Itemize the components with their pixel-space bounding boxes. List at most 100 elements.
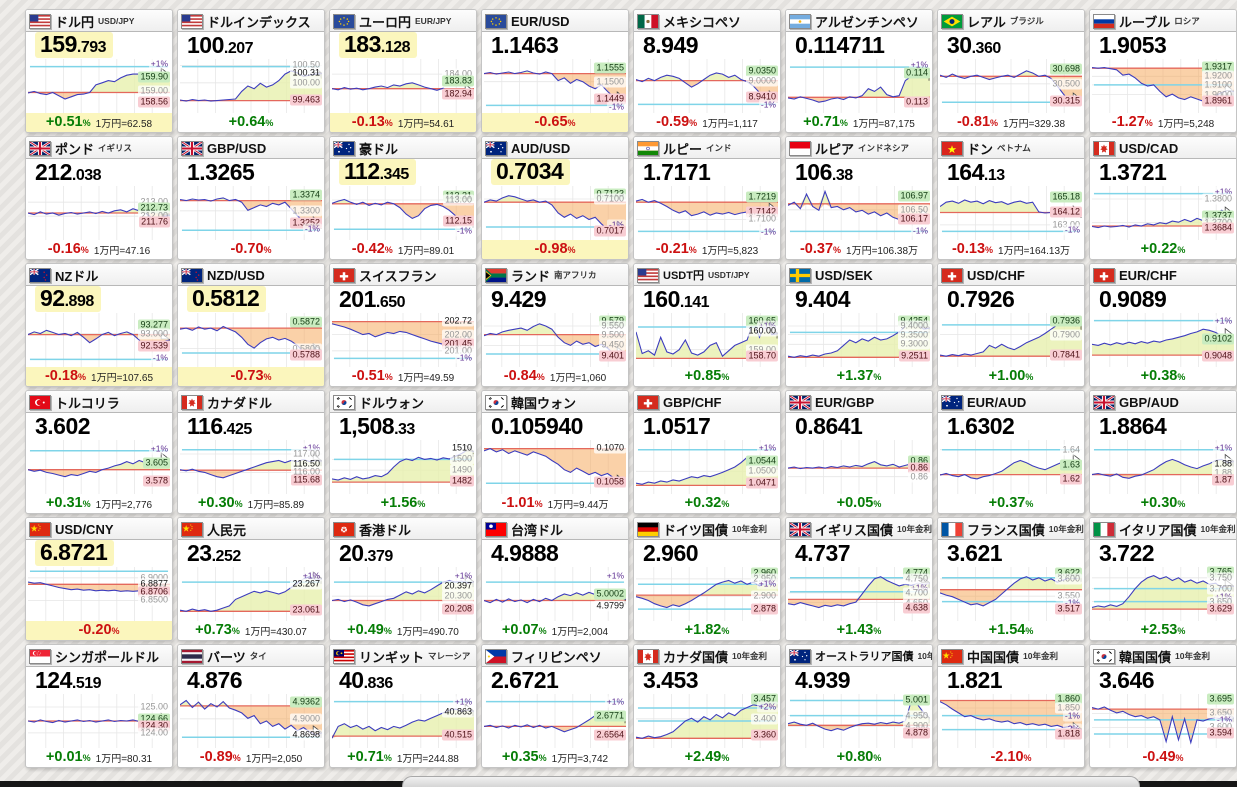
change-percent: -0.16% — [47, 241, 89, 258]
fx-card[interactable]: ルピー インド 1.7171 1.7219 1.7142 1.7100 -1% -0.21% 1… — [633, 136, 781, 260]
card-header: イギリス国債 10年金利 — [786, 518, 932, 540]
fx-card[interactable]: トルコリラ 3.602 +1% 3.605 3.578 +0.31% 1万円=2,776 — [25, 390, 173, 514]
fx-card[interactable]: ルピア インドネシア 106.38 106.97 106.50 106.17 -1% -0.3… — [785, 136, 933, 260]
flag-cn-icon — [29, 521, 51, 537]
fx-card[interactable]: USD/CHF 0.7926 0.7936 0.7900 0.7841 +1.00% — [937, 263, 1085, 387]
chart-level-label: 124.00 — [138, 727, 170, 739]
fx-card[interactable]: ドルウォン 1,508.33 1510 1500 1490 1482 +1.56% — [329, 390, 477, 514]
fx-card[interactable]: NZD/USD 0.5812 0.5872 0.5800 0.5788 -0.73% — [177, 263, 325, 387]
current-price: 201.650 — [339, 285, 406, 312]
pair-title: カナダ国債 — [663, 649, 729, 665]
chart-level-label: 1500 — [449, 453, 474, 465]
card-footer: -0.73% — [178, 367, 324, 386]
yen-conversion-note: 1万円=1,117 — [702, 119, 758, 130]
card-header: リンギット マレーシア — [330, 645, 476, 667]
change-percent: +0.30% — [1140, 495, 1186, 512]
chart-level-label: -1% — [758, 99, 778, 111]
fx-card[interactable]: USD/CAD1.3721+1%1.38001.37371.37001.3684… — [1089, 136, 1237, 260]
fx-card[interactable]: 人民元 23.252 +1% 23.267 23.061 +0.73% 1万円=430.07 — [177, 517, 325, 641]
card-footer: -0.20% — [26, 621, 172, 640]
fx-card[interactable]: ユーロ円 EUR/JPY 183.128 184.00 183.83 182.94 -0.1… — [329, 9, 477, 133]
card-footer: -0.16% 1万円=47.16 — [26, 240, 172, 259]
fx-card[interactable]: イタリア国債10年金利3.7223.7653.7503.700+1%3.6503… — [1089, 517, 1237, 641]
chart-level-label: 201.45 — [442, 338, 474, 350]
fx-card[interactable]: 韓国ウォン 0.105940 0.1070 0.1058 -1.01% 1万円=9.44万 — [481, 390, 629, 514]
fx-card[interactable]: ランド南アフリカ9.4299.5799.5509.5009.4509.401-0… — [481, 263, 629, 387]
yen-conversion-note: 1万円=430.07 — [244, 627, 307, 638]
fx-card[interactable]: ドイツ国債10年金利2.9602.9602.950+1%2.9002.878+1… — [633, 517, 781, 641]
fx-card[interactable]: オーストラリア国債10年金利4.9395.0014.9504.9004.878+… — [785, 644, 933, 768]
fx-card[interactable]: ドルインデックス 100.207 100.50 100.31 100.00 99.463 +… — [177, 9, 325, 133]
fx-card[interactable]: USDT円USDT/JPY160.141160.65+1%160.00159.0… — [633, 263, 781, 387]
fx-card[interactable]: ポンドイギリス212.038213.00212.73212.00211.76-0… — [25, 136, 173, 260]
flag-ar-icon — [789, 13, 811, 29]
fx-card[interactable]: GBP/USD 1.3265 1.3374 1.3300 1.3252 -1% -0.70% — [177, 136, 325, 260]
fx-card[interactable]: NZドル 92.898 93.277 93.000 92.539 -1% -0.18% 1万円… — [25, 263, 173, 387]
fx-card[interactable]: EUR/CHF 0.9089 +1% 0.9102 0.9048 +0.38% — [1089, 263, 1237, 387]
fx-card[interactable]: メキシコペソ 8.949 9.0350 9.0000 8.9410 -1% -0.59% 1万… — [633, 9, 781, 133]
price-row: 212.038 — [26, 159, 172, 185]
change-percent: +2.53% — [1140, 622, 1186, 639]
fx-card[interactable]: GBP/CHF 1.0517 +1% 1.0544 1.0500 1.0471 +0.32% — [633, 390, 781, 514]
chart-level-label: 106.97 — [898, 190, 930, 202]
fx-card[interactable]: EUR/GBP 0.8641 0.86 0.86 0.86 +0.05% — [785, 390, 933, 514]
fx-card[interactable]: ルーブル ロシア 1.9053 1.9317 1.9200 1.9100 1.9000 1.8… — [1089, 9, 1237, 133]
fx-card[interactable]: フランス国債10年金利3.6213.6223.6003.550-1%3.517+… — [937, 517, 1085, 641]
card-footer: +0.07% 1万円=2,004 — [482, 621, 628, 640]
card-header: スイスフラン — [330, 264, 476, 286]
fx-card[interactable]: シンガポールドル 124.519 125.00 124.66 124.30 124.00 +… — [25, 644, 173, 768]
flag-br-icon — [941, 13, 963, 29]
pair-title: 中国国債 — [967, 649, 1020, 665]
fx-card[interactable]: 中国国債10年金利1.8211.8601.850-1%-2%1.818-2.10… — [937, 644, 1085, 768]
fx-card[interactable]: 韓国国債10年金利3.6463.6953.650-1%3.6003.594-0.… — [1089, 644, 1237, 768]
fx-card[interactable]: 豪ドル112.345113.21113.00112.15-1%-0.42%1万円… — [329, 136, 477, 260]
flag-se-icon — [789, 267, 811, 283]
chart-level-label: 0.5800 — [290, 343, 322, 355]
fx-card[interactable]: ドル円 USD/JPY 159.793 +1% 159.90 159.00 158.56 +0… — [25, 9, 173, 133]
chart-level-label: 159.90 — [138, 71, 170, 83]
fx-card[interactable]: USD/CNY 6.8721 6.9000 6.8877 6.8706 6.8500 -0.… — [25, 517, 173, 641]
chart-level-label: -1% — [454, 225, 474, 237]
pair-subtitle: EUR/JPY — [415, 16, 452, 26]
chart-level-label: 184.00 — [442, 68, 474, 80]
flag-kr-icon — [1093, 648, 1115, 664]
fx-card[interactable]: EUR/USD 1.1463 1.1555 1.1500 1.1449 -1% -0.65% — [481, 9, 629, 133]
fx-card[interactable]: 台湾ドル 4.9888 +1% 5.0002 4.9799 +0.07% 1万円=2,004 — [481, 517, 629, 641]
chart-level-label: 106.50 — [898, 204, 930, 216]
bottom-panel-tab[interactable] — [402, 776, 1140, 787]
fx-card[interactable]: リンギット マレーシア 40.836 +1% 40.863 40.515 +0.71% 1万円… — [329, 644, 477, 768]
chart-level-label: 1.9000 — [1202, 89, 1234, 101]
fx-card[interactable]: カナダ国債 10年金利 3.453 3.457 +2% 3.400 3.360 +2.49% — [633, 644, 781, 768]
chart-level-label: 1.850 — [1055, 702, 1082, 714]
fx-card[interactable]: 香港ドル 20.379 +1% 20.397 20.300 20.208 +0.49% 1万円… — [329, 517, 477, 641]
fx-card[interactable]: バーツ タイ 4.876 4.9362 4.9000 4.8698 -0.89% 1万円=2,… — [177, 644, 325, 768]
card-footer: -0.84% 1万円=1,060 — [482, 367, 628, 386]
change-percent: -0.73% — [230, 368, 272, 385]
chart-level-label: 164.12 — [1050, 206, 1082, 218]
fx-card[interactable]: EUR/AUD 1.6302 1.64 1.63 1.62 +0.37% — [937, 390, 1085, 514]
chart-level-label: 0.9048 — [1202, 350, 1234, 362]
fx-card[interactable]: イギリス国債10年金利4.7374.7744.750+1%4.7004.6504… — [785, 517, 933, 641]
price-row: 112.345 — [330, 159, 476, 185]
card-footer: +0.37% — [938, 494, 1084, 513]
price-row: 159.793 — [26, 32, 172, 58]
chart-level-label: 9.500 — [599, 329, 626, 341]
mini-chart: +1% 3.605 3.578 — [28, 440, 170, 494]
card-footer: -0.42% 1万円=89.01 — [330, 240, 476, 259]
fx-card[interactable]: ドンベトナム164.13165.18164.12163.00-1%-0.13%1… — [937, 136, 1085, 260]
chart-level-label: 1.64 — [1060, 444, 1082, 456]
flag-vn-icon — [941, 140, 963, 156]
fx-card[interactable]: フィリピンペソ 2.6721 +1% 2.6771 2.6564 +0.35% 1万円=3,… — [481, 644, 629, 768]
fx-card[interactable]: カナダドル 116.425 +1% 117.00 116.50 116.00 115.68 +… — [177, 390, 325, 514]
chart-level-label: 3.550 — [1055, 590, 1082, 602]
fx-card[interactable]: レアル ブラジル 30.360 30.698 30.500 30.315 -0.81% 1万円… — [937, 9, 1085, 133]
fx-card[interactable]: スイスフラン 201.650 202.72 202.00 201.45 201.00 -1%… — [329, 263, 477, 387]
price-row: 1.821 — [938, 667, 1084, 693]
current-price: 116.425 — [187, 412, 252, 439]
change-percent: -2.10% — [990, 749, 1032, 766]
fx-card[interactable]: USD/SEK 9.4049.42549.40009.35009.30009.25… — [785, 263, 933, 387]
fx-card[interactable]: アルゼンチンペソ 0.114711 +1% 0.114 0.113 +0.71% 1万円=8… — [785, 9, 933, 133]
mini-chart: 0.7936 0.7900 0.7841 — [940, 313, 1082, 367]
fx-card[interactable]: GBP/AUD 1.8864 +1% 1.88 1.88 1.87 +0.30% — [1089, 390, 1237, 514]
